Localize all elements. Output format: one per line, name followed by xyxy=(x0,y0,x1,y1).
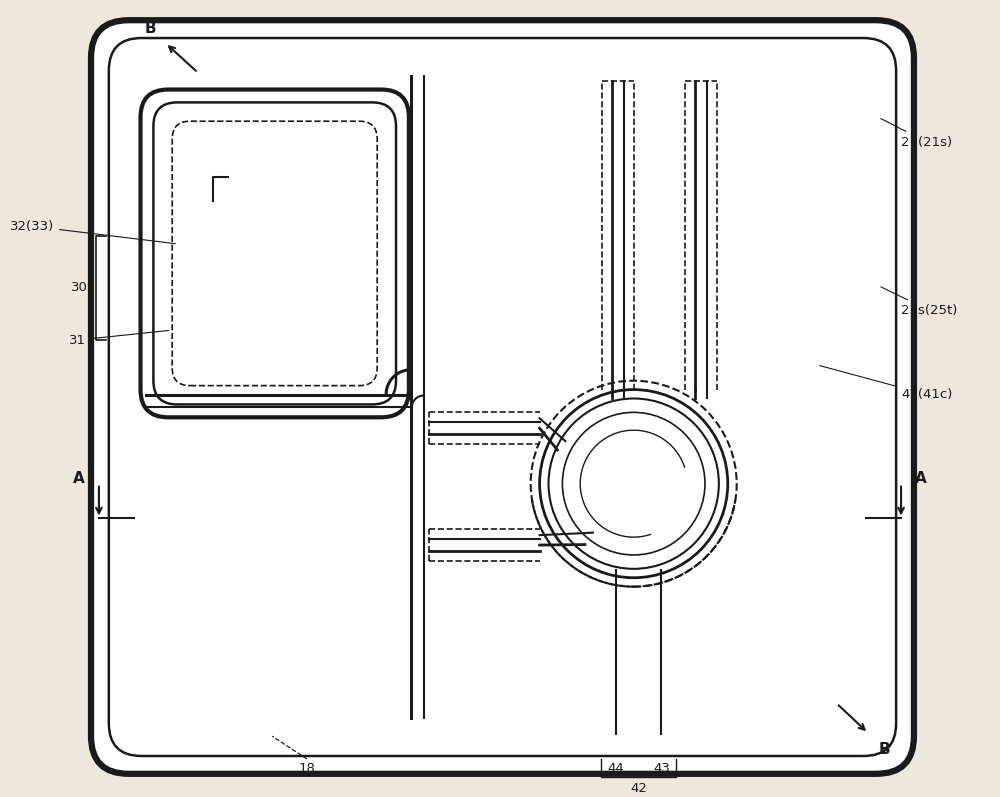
Text: 23s(25t): 23s(25t) xyxy=(881,287,957,317)
Text: B: B xyxy=(145,21,156,36)
Text: 30: 30 xyxy=(71,281,88,294)
Text: A: A xyxy=(915,471,927,486)
Text: 42: 42 xyxy=(630,782,647,795)
Text: B: B xyxy=(878,741,890,756)
Text: 43: 43 xyxy=(653,763,670,775)
Text: 41(41c): 41(41c) xyxy=(820,366,952,401)
Text: A: A xyxy=(73,471,85,486)
Text: 21(21s): 21(21s) xyxy=(881,119,952,148)
Text: 32(33): 32(33) xyxy=(10,220,175,244)
Text: 18: 18 xyxy=(298,763,315,775)
FancyBboxPatch shape xyxy=(91,20,914,774)
Text: 44: 44 xyxy=(607,763,624,775)
Text: 31: 31 xyxy=(69,331,168,347)
